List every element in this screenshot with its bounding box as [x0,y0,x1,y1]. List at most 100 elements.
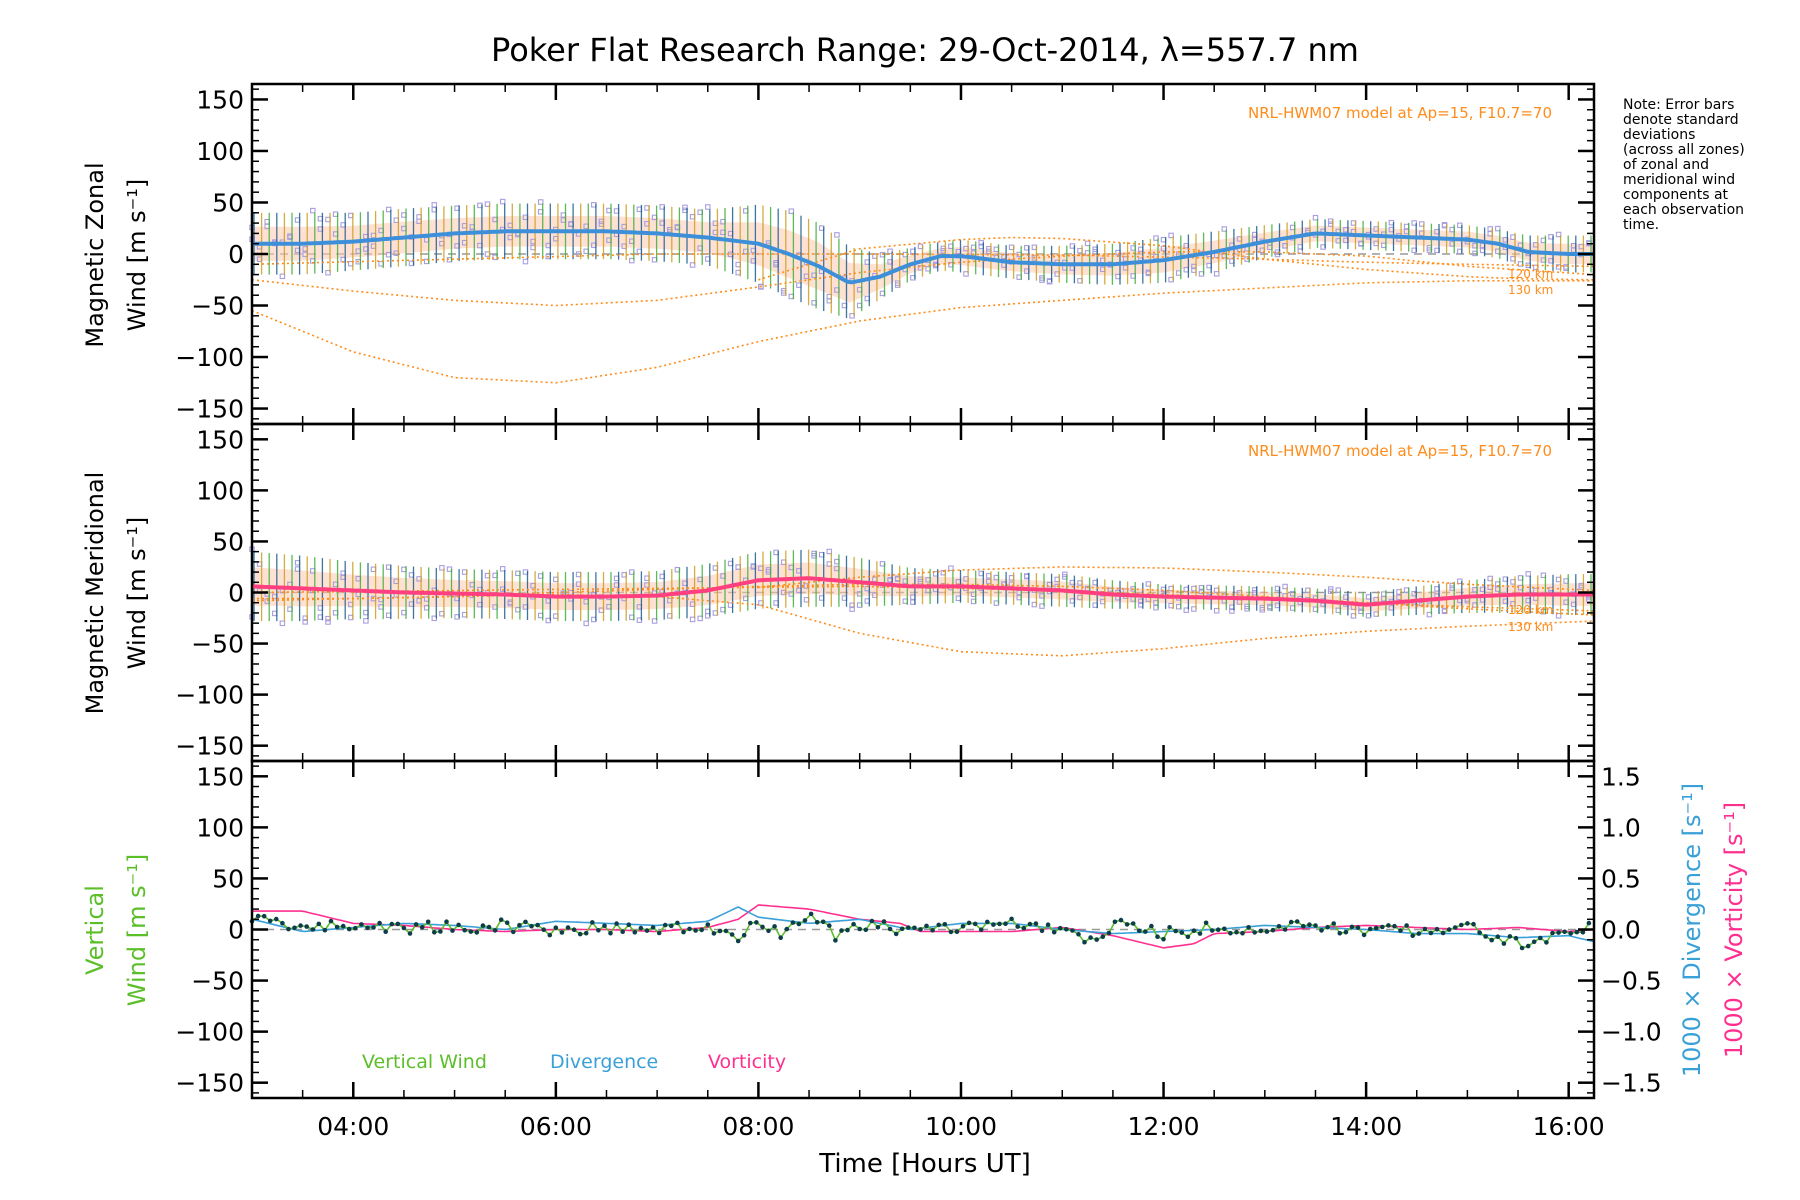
y-tick-label: 150 [196,425,244,454]
vertical-wind-point [292,925,297,931]
vertical-wind-point [1222,926,1227,932]
vertical-wind-point [681,929,686,935]
zone-point [834,232,840,238]
meridional-ylabel-line1: Magnetic Meridional [81,472,109,715]
zone-point [1426,611,1433,618]
vertical-wind-point [1203,920,1209,926]
vertical-wind-point [912,925,917,931]
vertical-wind-point [729,932,735,937]
y2-tick-label: −0.5 [1601,967,1662,996]
zone-point [758,283,764,290]
vertical-wind-point [480,923,486,928]
vertical-wind-point [1440,930,1446,936]
zone-point [1495,225,1501,232]
vertical-wind-point [432,930,437,935]
vertical-wind-point [590,920,595,925]
vertical-wind-point [1513,935,1519,941]
vertical-wind-point [541,927,546,932]
vertical-wind-point [583,930,589,936]
y2-tick-label: −1.5 [1601,1069,1662,1098]
vertical-wind-point [328,918,334,924]
vertical-wind-point [887,926,893,932]
vertical-wind-point [1088,935,1093,940]
vertical-wind-point [1568,931,1573,936]
vertical-wind-point [1258,928,1264,934]
vertical-wind-point [918,927,923,932]
vertical-wind-point [608,930,613,936]
vertical-wind-point [401,925,407,931]
vertical-wind-point [1544,940,1549,945]
zone-point [1039,603,1045,609]
vertical-wind-point [504,920,510,925]
vertical-wind-point [596,928,601,933]
x-axis-label: Time [Hours UT] [818,1149,1031,1179]
x-tick-label: 12:00 [1128,1112,1200,1141]
vertical-wind-point [827,923,832,928]
vertical-wind-point [760,924,765,930]
meridional-ylabel-line2: Wind [m s⁻¹] [123,517,151,669]
vertical-wind-point [1215,927,1221,932]
vertical-wind-point [523,919,528,925]
vertical-wind-point [711,931,717,936]
vertical-wind-point [924,923,929,929]
vertical-wind-point [778,935,783,940]
vertical-wind-point [1191,928,1197,933]
vertical-wind-point [1373,925,1379,931]
vertical-wind-point [1586,920,1592,926]
meridional-120km-label: 120 km [1508,603,1553,617]
vertical-wind-point [796,921,802,927]
vertical-wind-point [559,930,565,935]
vertical-wind-point [280,920,285,926]
vertical-wind-point [304,924,310,929]
vertical-wind-point [1185,934,1191,940]
vertical-wind-point [1422,926,1428,932]
y-tick-label: −50 [191,630,244,659]
vertical-wind-point [267,918,273,924]
meridional-130km-label: 130 km [1508,620,1553,634]
vertical-wind-point [1264,929,1270,934]
vertical-wind-point [735,938,741,944]
vertical-wind-point [1136,928,1142,934]
vertical-wind-point [741,933,747,938]
vertical-wind-point [498,917,504,922]
vertical-wind-point [602,923,607,929]
vertical-wind-point [1446,927,1452,932]
vertical-wind-point [839,928,844,933]
note-line: (across all zones) [1623,142,1745,158]
vertical-wind-point [972,921,978,927]
vertical-wind-point [444,919,449,924]
model-component-curve [251,253,1595,268]
zone-point [826,548,833,555]
vertical-wind-point [1155,934,1160,939]
vertical-wind-point [802,918,808,923]
legend-divergence: Divergence [550,1051,658,1073]
vertical-wind-point [1507,934,1513,939]
vertical-wind-point [462,927,468,933]
vertical-wind-point [365,925,370,931]
vertical-wind-point [960,924,966,929]
vertical-wind-point [936,922,941,928]
y-tick-label: 50 [212,527,244,556]
zone-point [1229,608,1235,614]
zone-point [629,257,635,264]
vertical-wind-point [1361,932,1367,938]
y2-tick-label: 1.0 [1601,813,1641,842]
y2-tick-label: 1.5 [1601,762,1641,791]
y2-tick-label: −1.0 [1601,1018,1662,1047]
meridional-axes: −150 −100 −50 0 50 100 150 [175,422,1596,763]
vertical-wind-point [413,922,419,927]
y-tick-label: −50 [191,967,244,996]
vertical-wind-point [1045,922,1051,927]
y-tick-label: −150 [175,395,244,424]
y2-tick-label: 0.5 [1601,864,1641,893]
vertical-wind-point [1343,929,1349,935]
vertical-wind-point [1434,926,1440,932]
zone-point [1221,226,1228,232]
meridional-mean-line [251,576,1593,607]
vertical-wind-point [772,924,777,929]
zone-point [1297,248,1304,254]
vertical-wind-point [748,920,753,926]
y-tick-label: 150 [196,762,244,791]
vertical-wind-point [316,921,322,927]
vertical-wind-point [1076,932,1081,937]
